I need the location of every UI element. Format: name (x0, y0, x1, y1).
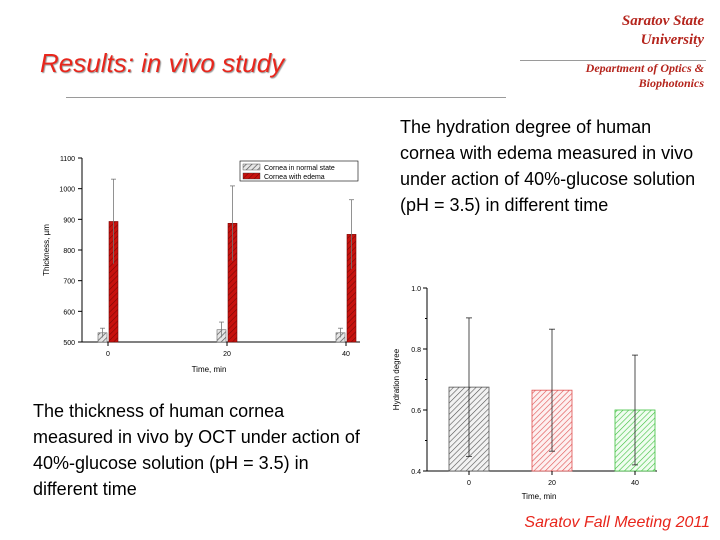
page-title: Results: in vivo study (40, 48, 285, 78)
x-tick-label: 0 (106, 351, 110, 358)
y-tick-label: 0.6 (411, 408, 421, 415)
y-tick-label: 900 (63, 217, 75, 224)
y-axis-label: Thickness, µm (42, 224, 51, 276)
y-tick-label: 1000 (59, 187, 75, 194)
department-name: Department of Optics & Biophotonics (586, 61, 704, 91)
university-line-2: University (640, 32, 704, 48)
y-axis-label: Hydration degree (392, 348, 401, 410)
x-axis-label: Time, min (192, 365, 227, 374)
university-line-1: Saratov State (621, 13, 704, 29)
y-tick-label: 1100 (60, 156, 75, 163)
y-tick-label: 600 (63, 309, 75, 316)
y-tick-label: 0.8 (411, 347, 421, 354)
hydration-chart: 0.4 0.6 0.8 1.0 0 20 40 Time, min Hydration degr… (392, 286, 657, 501)
x-tick-label: 40 (631, 480, 639, 487)
thickness-chart: 500 600 700 800 900 1000 1100 0 20 40 Time, min Thi… (42, 156, 360, 374)
y-tick-label: 700 (63, 279, 75, 286)
legend-swatch (242, 163, 261, 171)
y-tick-label: 800 (63, 248, 75, 255)
x-tick-label: 20 (223, 351, 231, 358)
department-line-2: Biophotonics (638, 76, 704, 90)
legend-label: Cornea with edema (264, 174, 325, 181)
department-line-1: Department of Optics & (585, 61, 704, 75)
university-divider (520, 60, 706, 61)
legend-swatch (242, 172, 261, 180)
legend-box (239, 160, 359, 182)
university-name: Saratov State University (622, 12, 704, 50)
title-underline (66, 97, 506, 98)
hydration-caption: The hydration degree of human cornea wit… (400, 117, 696, 215)
conference-footer: Saratov Fall Meeting 2011 (524, 514, 710, 531)
x-tick-label: 20 (548, 480, 556, 487)
x-axis-label: Time, min (522, 492, 557, 501)
thickness-caption: The thickness of human cornea measured i… (33, 401, 360, 499)
x-tick-label: 0 (467, 480, 471, 487)
legend-label: Cornea in normal state (264, 165, 335, 172)
y-tick-label: 0.4 (411, 469, 421, 476)
y-tick-label: 500 (63, 340, 75, 347)
y-tick-label: 1.0 (411, 286, 421, 293)
x-tick-label: 40 (342, 351, 350, 358)
